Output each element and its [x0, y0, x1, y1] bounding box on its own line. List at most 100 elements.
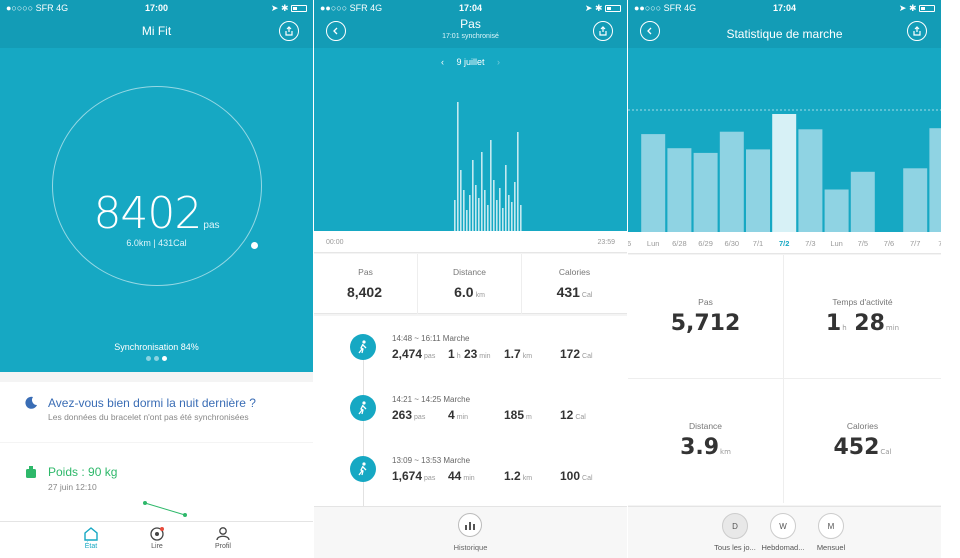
activity-steps: 2,474 pas: [392, 347, 436, 361]
day-label[interactable]: 7/7: [909, 239, 921, 248]
sleep-desc: Les données du bracelet n'ont pas été sy…: [48, 412, 249, 422]
share-button[interactable]: [907, 21, 927, 41]
app-title: Mi Fit: [141, 24, 172, 38]
walking-stats-screen: ●●○○○ SFR 4G 17:04 ➤ ✱ Statistique de ma…: [628, 0, 941, 558]
day-label[interactable]: 26: [628, 239, 632, 248]
next-day-icon[interactable]: ›: [497, 57, 501, 67]
day-bar[interactable]: [746, 149, 770, 232]
day-bar[interactable]: [772, 114, 797, 232]
weight-date: 27 juin 12:10: [48, 482, 97, 492]
steps-header: [314, 0, 627, 48]
back-button[interactable]: [326, 21, 346, 41]
period-day-button[interactable]: D: [722, 513, 748, 539]
share-icon: [285, 26, 293, 36]
home-icon: [84, 527, 98, 541]
day-bar[interactable]: [903, 168, 928, 232]
stat-steps: Pas 5,712: [628, 255, 784, 379]
status-icons: ➤ ✱: [271, 3, 307, 14]
day-label[interactable]: 6/30: [724, 239, 740, 248]
person-icon: [216, 527, 230, 541]
stats-header: [628, 0, 941, 48]
day-bar[interactable]: [929, 128, 941, 232]
sync-time: 17:01 synchronisé: [442, 33, 499, 40]
axis-end: 23:59: [597, 239, 615, 246]
share-button[interactable]: [279, 21, 299, 41]
day-label[interactable]: 7/1: [752, 239, 764, 248]
history-button[interactable]: [458, 513, 482, 537]
activity-distance: 185 m: [504, 408, 532, 422]
walk-icon: [350, 395, 376, 421]
day-bar[interactable]: [667, 148, 692, 232]
stat-label: Distance: [688, 421, 723, 431]
day-label[interactable]: 7/2: [778, 239, 790, 248]
tab-etat-label: État: [84, 543, 98, 550]
activity-calories: 100 Cal: [560, 469, 593, 483]
tab-profil[interactable]: Profil: [193, 526, 253, 550]
day-label[interactable]: 7/3: [805, 239, 816, 248]
activity-duration: 44 min: [448, 469, 475, 483]
activity-duration: 4 min: [448, 408, 468, 422]
activity-time: 14:21 ~ 14:25 Marche: [392, 395, 471, 404]
date-nav: ‹ 9 juillet ›: [314, 57, 627, 67]
summary-value: 431 Cal: [556, 284, 593, 300]
day-label[interactable]: 7/6: [883, 239, 895, 248]
sync-status: Synchronisation 84%: [114, 342, 199, 352]
day-bar[interactable]: [798, 129, 823, 232]
activity-distance: 1.2 km: [504, 469, 533, 483]
back-icon: [333, 27, 338, 35]
clock: 17:00: [144, 3, 169, 13]
sleep-card[interactable]: Avez-vous bien dormi la nuit dernière ? …: [0, 382, 313, 442]
history-bar: Historique: [314, 506, 627, 558]
activity-item[interactable]: 13:09 ~ 13:53 Marche 1,674 pas 44 min 1.2 k…: [314, 438, 627, 498]
day-label[interactable]: 7/: [938, 239, 941, 248]
stat-value: 3.9km: [680, 435, 731, 460]
day-label[interactable]: 6/29: [698, 239, 713, 248]
walk-icon: [350, 456, 376, 482]
battery-icon: [291, 5, 307, 13]
tab-etat[interactable]: État: [61, 526, 121, 550]
weight-icon: [26, 466, 36, 478]
share-button[interactable]: [593, 21, 613, 41]
back-icon: [647, 27, 652, 35]
stat-active-time: Temps d'activité 1h 28min: [784, 255, 941, 379]
tab-lire[interactable]: Lire: [127, 526, 187, 550]
back-button[interactable]: [640, 21, 660, 41]
day-bar[interactable]: [824, 189, 849, 233]
carrier: ●●○○○ SFR 4G: [634, 3, 697, 13]
summary-calories: Calories 431 Cal: [522, 254, 627, 314]
status-bar: ●●○○○ SFR 4G 17:04 ➤ ✱: [628, 0, 941, 16]
period-day-label: Tous les jo...: [714, 543, 756, 552]
day-bar[interactable]: [850, 171, 875, 232]
day-axis: 26 Lun 6/28 6/29 6/30 7/1 7/2 7/3 Lun 7/5 7/6 7/7 7/: [628, 232, 941, 254]
axis-start: 00:00: [326, 239, 344, 246]
weight-card[interactable]: Poids : 90 kg 27 juin 12:10: [0, 443, 313, 521]
day-bar[interactable]: [641, 134, 666, 232]
summary-label: Calories: [558, 267, 591, 277]
stat-distance: Distance 3.9km: [628, 379, 784, 503]
distance-calories: 6.0km | 431Cal: [126, 238, 187, 248]
page-title: Pas: [460, 17, 481, 31]
day-bar[interactable]: [719, 131, 744, 232]
activity-item[interactable]: 14:21 ~ 14:25 Marche 263 pas 4 min 185 m 12…: [314, 377, 627, 437]
steps-ring[interactable]: [52, 86, 262, 286]
summary-label: Pas: [358, 267, 373, 277]
battery-icon: [605, 5, 621, 13]
current-date: 9 juillet: [456, 57, 485, 67]
day-bar[interactable]: [693, 152, 718, 232]
day-label[interactable]: 6/28: [672, 239, 687, 248]
period-month-button[interactable]: M: [818, 513, 844, 539]
period-week-button[interactable]: W: [770, 513, 796, 539]
day-label[interactable]: Lun: [646, 239, 660, 248]
status-icons: ➤ ✱: [899, 3, 935, 14]
bar-chart-icon: [465, 522, 475, 530]
stat-calories: Calories 452Cal: [784, 379, 941, 503]
prev-day-icon[interactable]: ‹: [440, 57, 444, 67]
daily-steps-chart[interactable]: [628, 100, 941, 232]
status-icons: ➤ ✱: [585, 3, 621, 14]
day-label[interactable]: Lun: [830, 239, 843, 248]
day-label[interactable]: 7/5: [857, 239, 869, 248]
home-header: [0, 0, 313, 48]
stat-value: 452Cal: [833, 435, 892, 460]
